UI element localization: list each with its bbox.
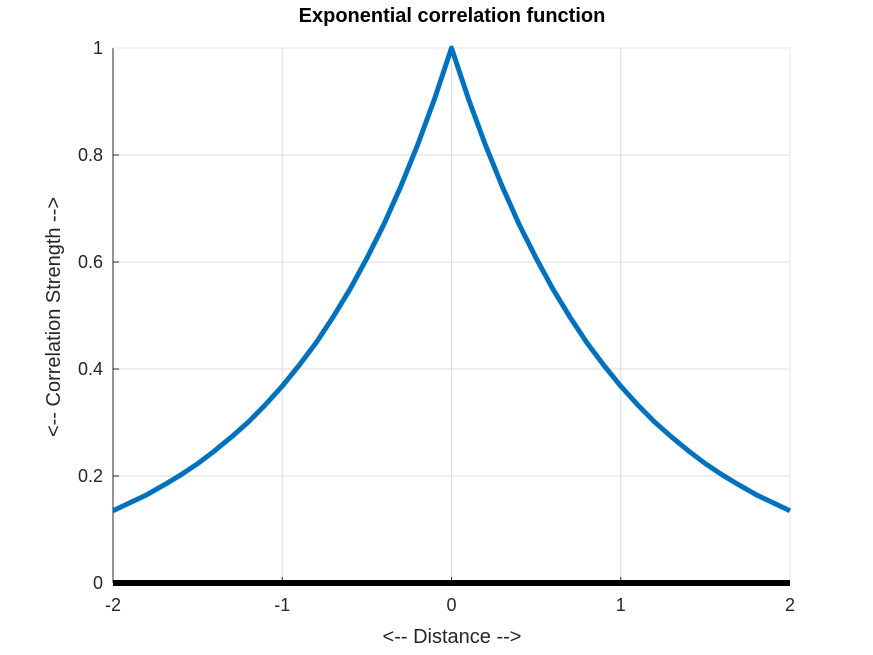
tick-labels: -2 -1 0 1 2 0 0.2 0.4 0.6 0.8 1 bbox=[78, 38, 795, 615]
y-tick-label: 0 bbox=[93, 573, 103, 593]
x-tick-label: 1 bbox=[616, 595, 626, 615]
y-tick-label: 0.4 bbox=[78, 359, 103, 379]
chart-title: Exponential correlation function bbox=[299, 5, 606, 27]
x-axis-label: <-- Distance --> bbox=[383, 626, 522, 648]
y-tick-label: 1 bbox=[93, 38, 103, 58]
y-tick-label: 0.2 bbox=[78, 466, 103, 486]
x-tick-label: -2 bbox=[105, 595, 121, 615]
y-tick-label: 0.8 bbox=[78, 145, 103, 165]
series-layer bbox=[111, 45, 792, 586]
x-tick-label: 2 bbox=[785, 595, 795, 615]
x-tick-label: 0 bbox=[446, 595, 456, 615]
y-axis-label: <-- Correlation Strength --> bbox=[43, 197, 65, 437]
x-tick-label: -1 bbox=[274, 595, 290, 615]
correlation-curve bbox=[111, 45, 792, 514]
grid bbox=[112, 47, 791, 584]
y-tick-label: 0.6 bbox=[78, 252, 103, 272]
